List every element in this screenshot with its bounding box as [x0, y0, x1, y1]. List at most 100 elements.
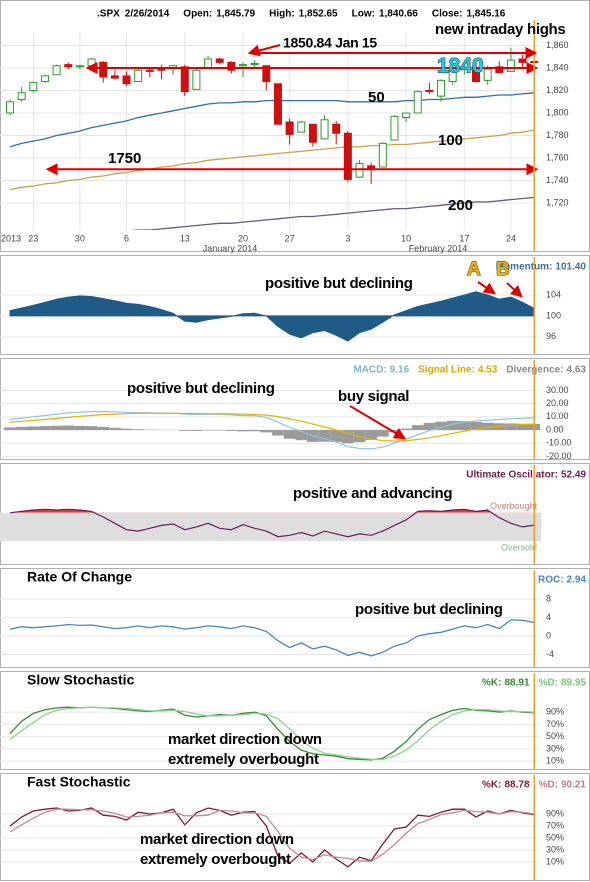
moving-average-line	[9, 129, 535, 191]
candle-body	[273, 83, 282, 125]
readout-value: 1,845.16	[466, 9, 505, 20]
y-tick-label: 90%	[546, 808, 564, 818]
readout-label: Signal Line:	[418, 365, 475, 376]
candle-body	[378, 142, 387, 168]
divergence-bar	[109, 427, 121, 431]
divergence-bar	[50, 425, 63, 431]
date: 2/26/2014	[125, 9, 170, 20]
candle-body	[145, 69, 154, 72]
divergence-bar	[85, 426, 98, 431]
indicator-line	[9, 706, 535, 760]
x-tick-label: 13	[180, 233, 190, 243]
divergence-bar	[400, 428, 412, 431]
divergence-bar	[365, 430, 377, 440]
y-tick-label: 1,760	[546, 152, 569, 162]
readout-label: Open:	[183, 9, 212, 20]
candle-body	[239, 64, 247, 67]
candle-body	[52, 65, 61, 76]
plot-area	[0, 598, 541, 657]
y-tick-label: 1,720	[546, 197, 569, 207]
plot-area	[0, 807, 541, 868]
divergence-bar	[516, 423, 529, 431]
momentum-area	[9, 291, 535, 342]
y-tick-label: 20.00	[546, 398, 569, 408]
annotation: 1850.84 Jan 15	[283, 35, 377, 51]
panel-title: Fast Stochastic	[27, 774, 131, 790]
candle-body	[64, 64, 73, 68]
divergence-bar	[377, 430, 389, 437]
candle-body	[297, 121, 306, 133]
candle-body	[17, 92, 26, 100]
indicator-line	[9, 808, 535, 863]
readout-value: 88.91	[504, 678, 529, 689]
moving-average-label: 200	[448, 197, 473, 214]
readout-label: Close:	[432, 9, 463, 20]
divergence-bar	[190, 430, 203, 431]
y-tick-label: 90%	[546, 707, 564, 717]
divergence-bar	[27, 426, 40, 431]
y-tick-label: -4	[546, 649, 554, 659]
y-tick-label: 1,780	[546, 130, 569, 140]
candle-body	[285, 121, 294, 135]
divergence-bar	[39, 426, 51, 431]
y-tick-label: 1,800	[546, 107, 569, 117]
candle-body	[40, 75, 49, 82]
candle-body	[250, 63, 259, 66]
panel-frame	[0, 358, 590, 460]
candle-body	[215, 58, 224, 63]
moving-average-line	[131, 196, 535, 230]
moving-average-label: 100	[438, 132, 463, 149]
readout-value: 52.49	[561, 470, 586, 481]
x-tick-label: 10	[401, 233, 411, 243]
readout-value: 4.63	[567, 365, 587, 376]
divergence-bar	[318, 430, 331, 442]
candle-body	[390, 115, 399, 141]
readout-label: Low:	[352, 9, 375, 20]
y-tick-label: 1,820	[546, 85, 569, 95]
annotation: B	[496, 259, 509, 280]
divergence-bar	[446, 420, 459, 431]
divergence-bar	[213, 430, 226, 431]
readout-value: 1,852.65	[299, 9, 338, 20]
annotation-arrow	[349, 405, 407, 440]
y-tick-label: 10%	[546, 756, 564, 766]
divergence-bar	[260, 430, 273, 433]
divergence-bar	[225, 430, 238, 431]
readout-label: High:	[269, 9, 295, 20]
candle-body	[87, 58, 96, 67]
y-tick-label: 70%	[546, 820, 564, 830]
candle-body	[367, 165, 376, 169]
y-tick-label: 50%	[546, 731, 564, 741]
readout-label: %K:	[482, 678, 501, 689]
candle-body	[110, 75, 119, 79]
y-tick-label: 50%	[546, 832, 564, 842]
candle-body	[320, 119, 329, 140]
plot-area	[0, 508, 541, 541]
y-tick-label: 1,840	[546, 62, 569, 72]
annotation: positive but declining	[127, 380, 275, 397]
candle-body	[518, 58, 527, 63]
moving-average-label: 50	[368, 89, 385, 106]
y-tick-label: 1,740	[546, 175, 569, 185]
annotation: market direction down	[140, 831, 294, 848]
plot-area	[0, 291, 541, 342]
candle-body	[6, 101, 14, 114]
candle-body	[75, 65, 84, 68]
x-tick-label: 23	[28, 233, 38, 243]
candle-body	[157, 68, 166, 71]
y-tick-label: 10.00	[546, 411, 569, 421]
moving-average-line	[9, 92, 535, 148]
indicator-line	[9, 412, 535, 442]
x-tick-label: 3	[345, 233, 350, 243]
x-tick-label: 20	[238, 233, 248, 243]
readout-label: %D:	[539, 678, 558, 689]
candle-body	[425, 90, 434, 93]
divergence-bar	[120, 428, 133, 431]
annotation: market direction down	[168, 731, 322, 748]
x-tick-label: 6	[124, 233, 129, 243]
annotation: new intraday highs	[435, 21, 565, 38]
x-tick-label: 24	[506, 233, 516, 243]
annotation-arrow	[247, 44, 281, 57]
candle-body	[402, 112, 411, 118]
divergence-bar	[4, 427, 16, 431]
